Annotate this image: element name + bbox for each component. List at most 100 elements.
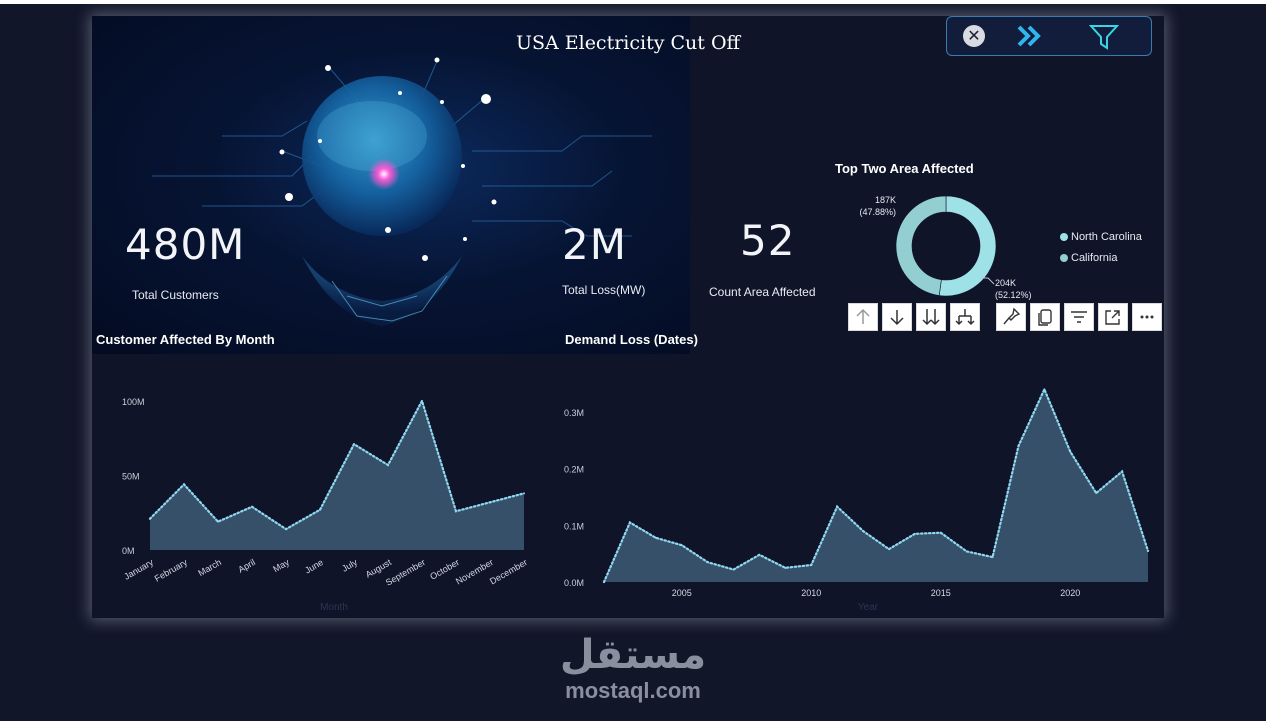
demand-point[interactable] (628, 521, 631, 524)
kpi-total-loss-value: 2M (562, 220, 627, 269)
legend-dot-california (1060, 254, 1068, 263)
legend-item-california[interactable]: California (1060, 252, 1117, 264)
dashboard-canvas: USA Electricity Cut Off ✕ 480M Total Cus… (92, 16, 1164, 618)
month-xtick-label: November (454, 557, 495, 586)
month-xtick-label: March (196, 557, 223, 578)
demand-point[interactable] (706, 561, 709, 564)
month-point[interactable] (217, 520, 219, 523)
demand-x-axis-title: Year (858, 602, 879, 613)
month-series-line (148, 398, 526, 531)
donut-slice-north-carolina[interactable] (938, 195, 997, 297)
demand-point[interactable] (603, 581, 605, 583)
month-point[interactable] (421, 399, 423, 402)
kpi-count-area-value: 52 (740, 216, 796, 265)
month-point[interactable] (387, 464, 389, 467)
demand-chart-title: Demand Loss (Dates) (565, 332, 698, 347)
month-chart-title: Customer Affected By Month (96, 332, 275, 347)
month-ytick-label: 50M (122, 471, 140, 481)
month-point[interactable] (353, 443, 355, 446)
arrow-up-icon[interactable] (848, 303, 878, 331)
demand-point[interactable] (1147, 549, 1149, 552)
demand-point[interactable] (991, 556, 994, 559)
demand-point[interactable] (758, 553, 761, 556)
demand-point[interactable] (654, 536, 657, 539)
demand-point[interactable] (732, 568, 735, 571)
more-options-icon[interactable] (1132, 303, 1162, 331)
demand-point[interactable] (939, 531, 942, 534)
donut-label-north-carolina: 204K (52.12%) (995, 278, 1032, 300)
demand-series-line (602, 386, 1150, 584)
dashboard-title: USA Electricity Cut Off (515, 32, 741, 54)
browser-top-edge (0, 0, 1266, 4)
kpi-total-customers-value: 480M (125, 220, 246, 269)
month-point[interactable] (285, 528, 287, 531)
kpi-total-customers-label: Total Customers (132, 288, 219, 302)
month-xtick-label: May (271, 557, 291, 574)
demand-point[interactable] (1043, 388, 1046, 391)
month-xtick-label: June (303, 557, 325, 575)
legend-dot-north-carolina (1060, 233, 1068, 242)
demand-ytick-label: 0.1M (564, 521, 584, 531)
demand-point[interactable] (680, 544, 683, 547)
double-arrow-down-icon[interactable] (916, 303, 946, 331)
copy-icon[interactable] (1030, 303, 1060, 331)
month-point[interactable] (455, 510, 457, 513)
month-point[interactable] (489, 501, 491, 504)
demand-point[interactable] (836, 505, 839, 508)
globe-illustration (152, 57, 652, 326)
filter-lines-icon[interactable] (1064, 303, 1094, 331)
hero-globe-image (92, 16, 690, 354)
demand-ytick-label: 0.3M (564, 408, 584, 418)
demand-point[interactable] (965, 550, 968, 553)
arrow-down-icon[interactable] (882, 303, 912, 331)
month-xtick-label: February (153, 557, 190, 584)
demand-point[interactable] (1095, 492, 1098, 495)
month-point[interactable] (251, 505, 253, 508)
demand-point[interactable] (887, 548, 890, 551)
month-point[interactable] (319, 508, 321, 511)
kpi-count-area-label: Count Area Affected (709, 285, 816, 299)
month-ytick-label: 100M (122, 397, 145, 407)
demand-xtick-label: 2020 (1060, 588, 1080, 598)
demand-point[interactable] (1069, 450, 1072, 453)
legend-item-north-carolina[interactable]: North Carolina (1060, 231, 1142, 243)
demand-ytick-label: 0.0M (564, 578, 584, 588)
demand-area-chart[interactable]: 0.0M 0.1M 0.2M 0.3M 2005 2010 2015 2020 Year (558, 366, 1158, 616)
month-point[interactable] (149, 517, 151, 520)
demand-point[interactable] (1121, 470, 1124, 473)
demand-xtick-label: 2010 (801, 588, 821, 598)
donut-chart[interactable] (886, 186, 1006, 306)
filter-icon[interactable] (1088, 23, 1120, 50)
focus-mode-icon[interactable] (1098, 303, 1128, 331)
donut-slice-california[interactable] (895, 195, 947, 296)
month-xtick-label: January (122, 557, 155, 582)
month-point[interactable] (523, 492, 525, 495)
month-xtick-label: July (340, 557, 359, 574)
close-icon[interactable]: ✕ (963, 25, 985, 47)
expand-hierarchy-icon[interactable] (950, 303, 980, 331)
demand-xtick-label: 2005 (672, 588, 692, 598)
demand-point[interactable] (1017, 445, 1020, 447)
watermark-arabic: مستقل (559, 632, 707, 678)
month-area-fill (150, 400, 524, 550)
month-xtick-label: December (488, 557, 529, 586)
month-xtick-label: April (236, 557, 257, 575)
donut-label-california: 187K (47.88%) (859, 195, 896, 217)
donut-leader-line (980, 277, 995, 285)
demand-point[interactable] (810, 564, 813, 566)
month-ytick-label: 0M (122, 546, 135, 556)
demand-point[interactable] (913, 532, 916, 535)
watermark-latin: mostaql.com (565, 678, 701, 703)
demand-point[interactable] (784, 566, 787, 569)
month-point[interactable] (183, 483, 185, 486)
demand-xtick-label: 2015 (931, 588, 951, 598)
demand-point[interactable] (862, 530, 865, 532)
month-x-axis-title: Month (320, 602, 348, 613)
pin-icon[interactable] (996, 303, 1026, 331)
double-chevron-right-icon[interactable] (1015, 23, 1041, 49)
kpi-total-loss-label: Total Loss(MW) (562, 283, 646, 297)
filter-toolbar: ✕ (946, 16, 1152, 56)
demand-ytick-label: 0.2M (564, 465, 584, 475)
donut-chart-title: Top Two Area Affected (835, 161, 974, 176)
